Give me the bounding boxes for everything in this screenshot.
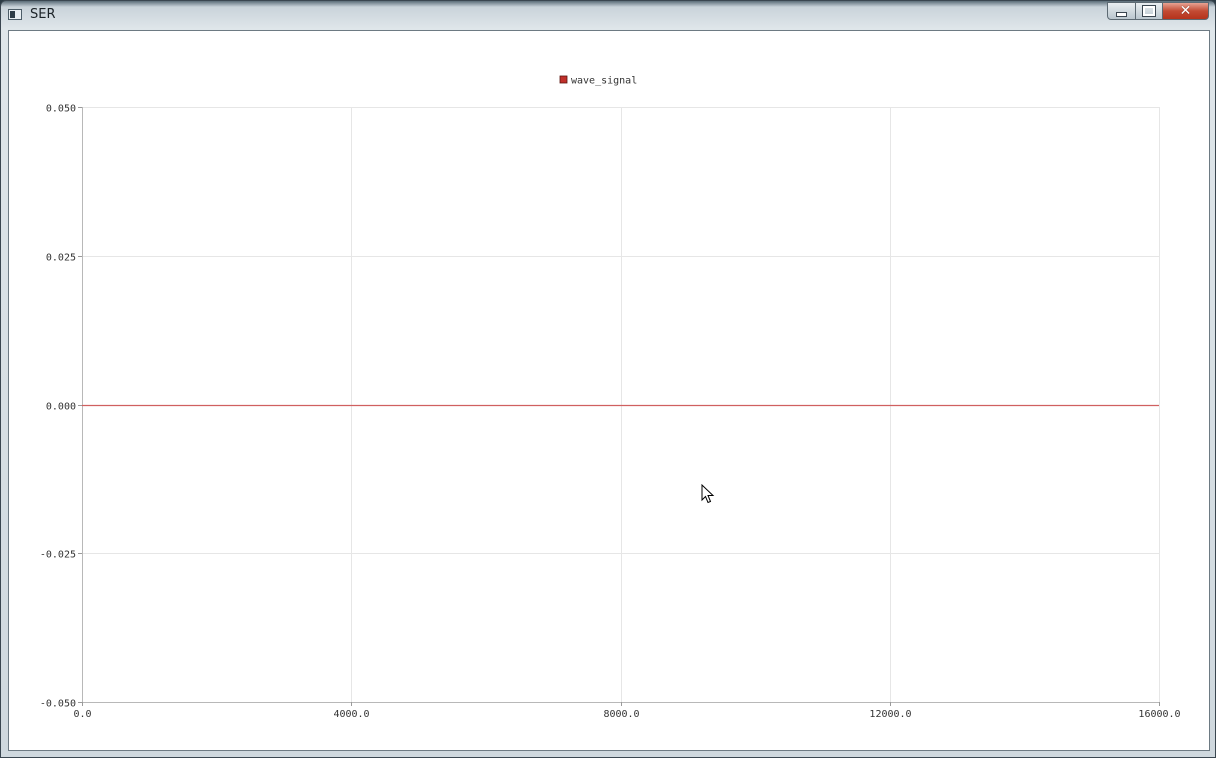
plot-area-container[interactable]: 0.0 4000.0 8000.0 12000.0 16000.0 0.050 0.025 0…	[8, 30, 1210, 751]
grid	[82, 107, 1160, 703]
chart[interactable]: 0.0 4000.0 8000.0 12000.0 16000.0 0.050 0.025 0…	[9, 31, 1209, 750]
x-tick-label: 4000.0	[333, 709, 369, 720]
title-bar[interactable]: SER ✕	[1, 1, 1215, 29]
tick-labels: 0.0 4000.0 8000.0 12000.0 16000.0 0.050 0.025 0…	[40, 104, 1181, 721]
legend-marker	[559, 75, 568, 84]
window-bottom-border	[1, 751, 1215, 757]
y-tick-label: -0.050	[40, 699, 76, 710]
legend-label: wave_signal	[571, 76, 637, 87]
minimize-icon	[1116, 11, 1127, 17]
legend[interactable]: wave_signal	[559, 75, 637, 87]
x-tick-label: 16000.0	[1138, 709, 1180, 720]
app-window-icon[interactable]	[8, 9, 22, 20]
close-button[interactable]: ✕	[1162, 2, 1209, 20]
y-tick-label: 0.000	[46, 402, 76, 413]
minimize-button[interactable]	[1107, 2, 1136, 20]
y-tick-label: 0.050	[46, 104, 76, 115]
y-tick-label: 0.025	[46, 253, 76, 264]
x-tick-label: 0.0	[73, 709, 91, 720]
axes	[78, 107, 1160, 706]
mouse-cursor-icon	[701, 484, 715, 504]
close-icon: ✕	[1179, 3, 1192, 19]
y-tick-label: -0.025	[40, 550, 76, 561]
window-title: SER	[30, 7, 56, 22]
maximize-icon	[1142, 5, 1156, 17]
x-tick-label: 12000.0	[869, 709, 911, 720]
x-tick-label: 8000.0	[603, 709, 639, 720]
maximize-button[interactable]	[1135, 2, 1163, 20]
